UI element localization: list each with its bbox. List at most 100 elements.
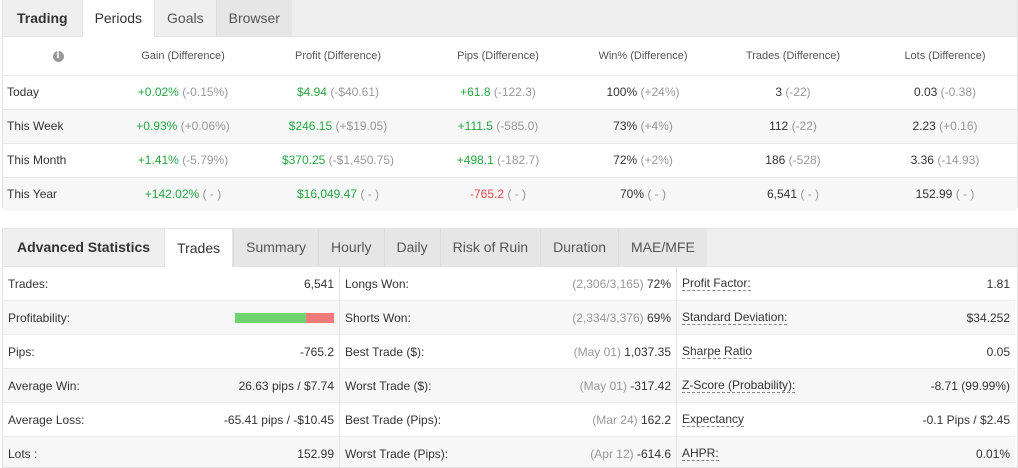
- stat-row-expectancy: Expectancy -0.1 Pips / $2.45: [677, 403, 1015, 437]
- period-label: This Week: [3, 108, 113, 143]
- period-difference: (-5.79%): [182, 153, 229, 167]
- periods-table: i Gain (Difference) Profit (Difference) …: [3, 37, 1017, 211]
- stat-value: 1.81: [986, 276, 1010, 291]
- stat-value: -0.1 Pips / $2.45: [922, 412, 1010, 427]
- period-cell: 3.36 (-14.93): [873, 142, 1017, 177]
- period-value: 186: [765, 153, 786, 167]
- tab-trading[interactable]: Trading: [17, 9, 68, 26]
- stat-sub-value: (Mar 24): [592, 412, 638, 427]
- stat-label-tooltip[interactable]: Standard Deviation:: [682, 309, 788, 325]
- period-value: $246.15: [288, 119, 333, 133]
- stat-value: 0.05: [986, 344, 1010, 359]
- stat-value: 6,541: [303, 276, 334, 291]
- period-difference: (-22): [785, 85, 811, 99]
- stat-sub-value: (Apr 12): [590, 446, 634, 461]
- tab-browser[interactable]: Browser: [215, 0, 292, 36]
- period-value: 3.36: [910, 153, 934, 167]
- stats-grid: Trades: 6,541 Profitability: Pips: -765.…: [3, 267, 1017, 467]
- stat-row-ahpr: AHPR: 0.01%: [677, 437, 1015, 467]
- period-difference: ( - ): [507, 187, 527, 202]
- advanced-statistics-panel: Advanced Statistics Trades Summary Hourl…: [2, 228, 1018, 468]
- period-cell: 0.03 (-0.38): [873, 74, 1017, 109]
- stat-sub-value: (May 01): [573, 344, 621, 359]
- period-difference: (-0.38): [940, 85, 977, 99]
- period-value: +0.93%: [136, 119, 178, 133]
- period-value: $4.94: [296, 85, 327, 99]
- period-difference: ( - ): [955, 187, 975, 202]
- stat-row-sharpe-ratio: Sharpe Ratio 0.05: [677, 335, 1015, 369]
- tab-mae-mfe[interactable]: MAE/MFE: [618, 229, 707, 266]
- period-value: $16,049.47: [296, 187, 358, 202]
- period-difference: ( - ): [647, 187, 667, 202]
- info-icon[interactable]: i: [52, 51, 64, 63]
- stat-value: -65.41 pips / -$10.45: [223, 412, 334, 427]
- stat-value: (Mar 24) 162.2: [592, 413, 671, 427]
- tab-trades[interactable]: Trades: [164, 229, 234, 267]
- stat-label: Trades:: [8, 276, 49, 291]
- period-difference: (-$1,450.75): [328, 153, 395, 167]
- period-value: 6,541: [766, 187, 798, 202]
- stat-row-profit-factor: Profit Factor: 1.81: [677, 267, 1015, 301]
- periods-panel: Trading Periods Goals Browser i Gain (Di…: [2, 0, 1018, 211]
- stat-label-tooltip[interactable]: Sharpe Ratio: [682, 343, 753, 359]
- stat-value: -765.2: [299, 344, 334, 359]
- stat-row-average-win: Average Win: 26.63 pips / $7.74: [3, 369, 339, 403]
- tab-advanced-statistics[interactable]: Advanced Statistics: [17, 239, 151, 255]
- period-value: +0.02%: [137, 85, 179, 99]
- period-cell: $4.94 (-$40.61): [253, 74, 423, 109]
- tab-hourly[interactable]: Hourly: [318, 229, 384, 266]
- stat-value: (May 01) -317.42: [580, 379, 671, 393]
- stat-row-best-trade-dollars: Best Trade ($): (May 01) 1,037.35: [340, 335, 676, 369]
- tab-duration[interactable]: Duration: [540, 229, 619, 266]
- period-cell: +111.5 (-585.0): [423, 108, 573, 143]
- period-label: Today: [3, 74, 113, 109]
- stat-row-z-score: Z-Score (Probability): -8.71 (99.99%): [677, 369, 1015, 403]
- stat-row-worst-trade-pips: Worst Trade (Pips): (Apr 12) -614.6: [340, 437, 676, 467]
- stat-value: -8.71 (99.99%): [930, 378, 1010, 393]
- stats-column-general: Trades: 6,541 Profitability: Pips: -765.…: [3, 267, 340, 467]
- column-header: Trades (Difference): [745, 49, 841, 62]
- period-cell: 152.99 ( - ): [873, 176, 1017, 211]
- periods-table-body: Today +0.02% (-0.15%) $4.94 (-$40.61) +61.8…: [3, 74, 1017, 211]
- period-difference: (-585.0): [496, 119, 539, 133]
- period-value: 70%: [619, 187, 645, 202]
- stat-main-value: 72%: [646, 276, 671, 291]
- period-cell: $370.25 (-$1,450.75): [253, 142, 423, 177]
- period-value: 112: [769, 119, 789, 133]
- stat-label: Best Trade (Pips):: [345, 412, 442, 427]
- period-difference: (-182.7): [497, 153, 540, 167]
- profitability-bar-won: [235, 312, 306, 323]
- period-cell: +142.02% ( - ): [113, 176, 253, 211]
- stat-value: $34.252: [966, 310, 1010, 325]
- period-value: +498.1: [456, 153, 494, 167]
- stats-tabbar: Advanced Statistics Trades Summary Hourl…: [3, 229, 1017, 267]
- stat-sub-value: (May 01): [579, 378, 627, 393]
- period-cell: 72% (+2%): [573, 142, 713, 177]
- stat-main-value: 162.2: [640, 412, 671, 427]
- tab-summary[interactable]: Summary: [233, 229, 319, 266]
- stat-row-standard-deviation: Standard Deviation: $34.252: [677, 301, 1015, 335]
- profitability-bar[interactable]: [235, 312, 334, 323]
- period-difference: (+24%): [640, 85, 680, 99]
- periods-tabbar: Trading Periods Goals Browser: [3, 0, 1017, 37]
- tab-goals[interactable]: Goals: [167, 9, 204, 26]
- tab-periods[interactable]: Periods: [81, 0, 156, 37]
- period-value: +111.5: [457, 119, 493, 133]
- tab-daily[interactable]: Daily: [383, 229, 440, 266]
- period-label: This Month: [3, 142, 113, 177]
- tab-risk-of-ruin[interactable]: Risk of Ruin: [439, 229, 541, 266]
- period-cell: +0.02% (-0.15%): [113, 74, 253, 109]
- period-difference: (+4%): [640, 119, 673, 133]
- stat-label-tooltip[interactable]: Expectancy: [682, 411, 745, 427]
- stat-label: Average Loss:: [8, 412, 85, 427]
- period-difference: (-$40.61): [330, 85, 380, 99]
- stat-sub-value: (2,306/3,165): [572, 276, 644, 291]
- stat-label: Worst Trade ($):: [345, 378, 432, 393]
- period-value: +1.41%: [137, 153, 179, 167]
- stat-label-tooltip[interactable]: Profit Factor:: [682, 275, 751, 291]
- stat-main-value: -317.42: [630, 378, 671, 393]
- stat-label-tooltip[interactable]: AHPR:: [682, 445, 719, 461]
- stats-column-ratios: Profit Factor: 1.81 Standard Deviation: …: [677, 267, 1015, 467]
- stat-label-tooltip[interactable]: Z-Score (Probability):: [682, 377, 796, 393]
- period-cell: +1.41% (-5.79%): [113, 142, 253, 177]
